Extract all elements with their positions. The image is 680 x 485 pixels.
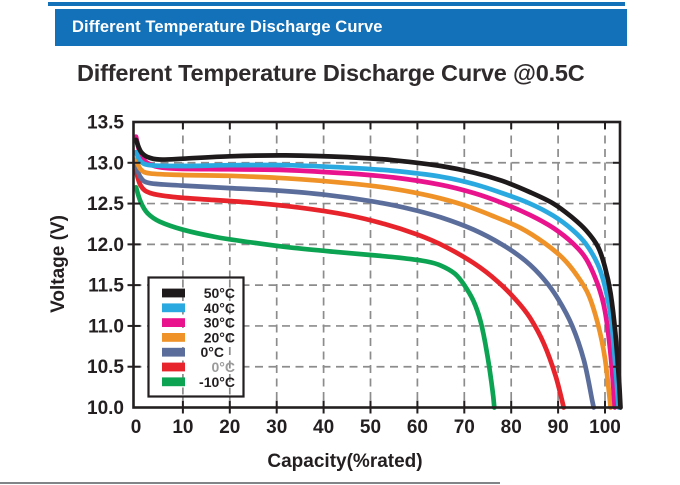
x-tick-label: 90 — [548, 417, 569, 438]
legend-swatch--10°C — [162, 377, 185, 387]
x-tick-label: 100 — [589, 417, 621, 438]
bottom-edge-line — [0, 482, 500, 484]
legend-label-30°C: 30°C — [204, 315, 235, 331]
y-tick-label: 13.5 — [87, 113, 124, 134]
y-tick-label: 10.5 — [87, 357, 124, 378]
legend-swatch-0°C — [162, 362, 185, 372]
legend-label-20°C: 20°C — [204, 329, 235, 345]
x-tick-label: 50 — [360, 417, 381, 438]
curve-20°C — [133, 157, 613, 410]
y-tick-label: 11.5 — [88, 276, 124, 297]
plot-border-and-ticks — [127, 120, 622, 414]
curve-50°C — [133, 137, 623, 410]
legend-label--10°C: -10°C — [199, 374, 235, 390]
y-tick-label: 12.5 — [87, 194, 124, 215]
banner-title: Different Temperature Discharge Curve — [72, 18, 383, 36]
curve-40°C — [133, 149, 621, 410]
chart-title: Different Temperature Discharge Curve @0… — [77, 60, 585, 86]
legend-swatch-0°C — [162, 347, 185, 357]
legend-label-0°C: 0°C — [212, 359, 236, 375]
y-tick-label: 10.0 — [87, 398, 124, 419]
curve-0°C — [133, 162, 597, 410]
x-tick-label: 80 — [501, 417, 522, 438]
legend: 50°C40°C30°C20°C0°C0°C-10°C — [147, 276, 245, 398]
x-tick-label: 0 — [131, 417, 142, 438]
x-tick-label: 30 — [266, 417, 287, 438]
x-axis-title: Capacity(%rated) — [267, 451, 422, 472]
legend-swatch-20°C — [162, 333, 185, 342]
x-tick-label: 20 — [219, 417, 240, 438]
legend-swatch-50°C — [162, 288, 185, 298]
curve--10°C — [133, 184, 497, 410]
top-accent-strip — [48, 2, 625, 6]
curve-30°C — [133, 134, 618, 410]
y-tick-label: 12.0 — [87, 235, 124, 256]
legend-label-50°C: 50°C — [204, 285, 235, 301]
y-axis-title: Voltage (V) — [48, 215, 69, 313]
plot-border — [132, 120, 622, 409]
y-tick-label: 11.0 — [88, 316, 124, 337]
legend-label-0°C: 0°C — [201, 344, 225, 360]
legend-swatch-30°C — [162, 318, 185, 327]
x-tick-label: 10 — [172, 417, 193, 438]
x-tick-label: 60 — [407, 417, 428, 438]
section-banner: Different Temperature Discharge Curve — [55, 9, 627, 46]
x-tick-label: 70 — [454, 417, 475, 438]
legend-swatch-40°C — [162, 303, 185, 313]
legend-label-40°C: 40°C — [204, 300, 235, 316]
x-tick-label: 40 — [313, 417, 334, 438]
tick-labels: 0 10 20 30 40 50 60 70 80 90 100 13.5 13.0 12.5 12.0 11… — [87, 113, 621, 439]
curves — [133, 134, 623, 410]
y-tick-label: 13.0 — [87, 153, 124, 174]
curve-0°C — [133, 168, 567, 410]
